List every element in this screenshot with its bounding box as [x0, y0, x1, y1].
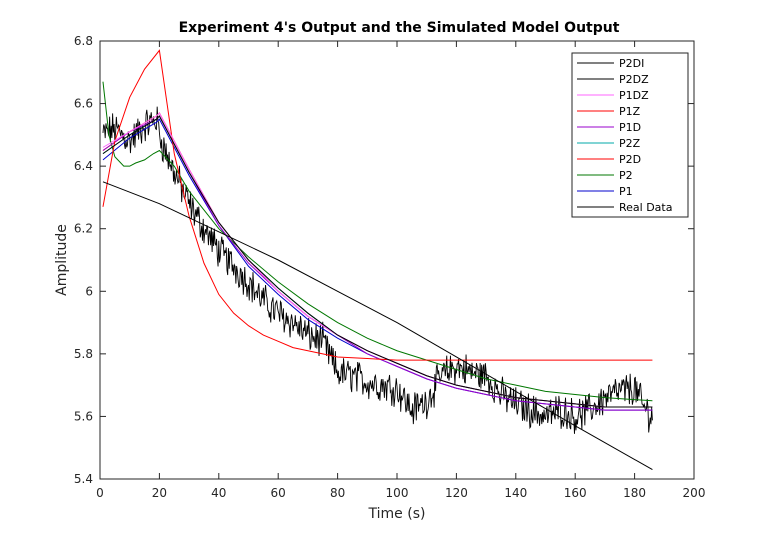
x-tick-label: 140 [504, 486, 527, 500]
y-axis-label: Amplitude [54, 224, 70, 296]
legend-label-p2dz: P2DZ [619, 73, 649, 86]
x-tick-label: 160 [564, 486, 587, 500]
y-tick-label: 6.2 [74, 222, 93, 236]
x-axis-label: Time (s) [368, 506, 426, 522]
x-tick-label: 180 [623, 486, 646, 500]
legend-label-p2: P2 [619, 169, 633, 182]
legend-label-p1z: P1Z [619, 105, 641, 118]
x-tick-label: 20 [152, 486, 167, 500]
x-tick-label: 100 [386, 486, 409, 500]
series-line-p2di [102, 181, 653, 471]
legend-box [571, 52, 689, 218]
y-tick-label: 5.4 [74, 472, 93, 486]
legend-label-p1d: P1D [619, 121, 641, 134]
legend-label-p2di: P2DI [619, 57, 644, 70]
series-line-p2 [102, 81, 653, 402]
legend-label-p2d: P2D [619, 153, 641, 166]
y-tick-label: 6 [85, 284, 93, 298]
y-tick-label: 6.4 [74, 159, 93, 173]
chart-title: Experiment 4's Output and the Simulated … [179, 20, 620, 36]
legend-label-real-data: Real Data [619, 201, 672, 214]
series-layer [102, 49, 653, 471]
axis-layer: 0 20 40 60 80 100 120 140 160 180 200 5.4 5.6 5.8 6 6.2… [74, 34, 706, 500]
y-tick-label: 6.6 [74, 97, 93, 111]
x-tick-label: 80 [330, 486, 345, 500]
x-tick-label: 60 [271, 486, 286, 500]
series-line-p2dz [102, 115, 653, 408]
x-tick-label: 120 [445, 486, 468, 500]
legend: P2DI P2DZ P1DZ P1Z P1D P2Z P2D P2 P1 Real Data [571, 52, 689, 218]
series-line-p1z [102, 49, 653, 361]
x-tick-label: 200 [683, 486, 706, 500]
x-tick-label: 0 [96, 486, 104, 500]
legend-label-p1: P1 [619, 185, 633, 198]
x-tick-label: 40 [211, 486, 226, 500]
y-tick-label: 6.8 [74, 34, 93, 48]
legend-label-p1dz: P1DZ [619, 89, 649, 102]
legend-label-p2z: P2Z [619, 137, 641, 150]
series-line-real-data [102, 106, 653, 434]
y-tick-label: 5.8 [74, 347, 93, 361]
y-tick-label: 5.6 [74, 409, 93, 423]
